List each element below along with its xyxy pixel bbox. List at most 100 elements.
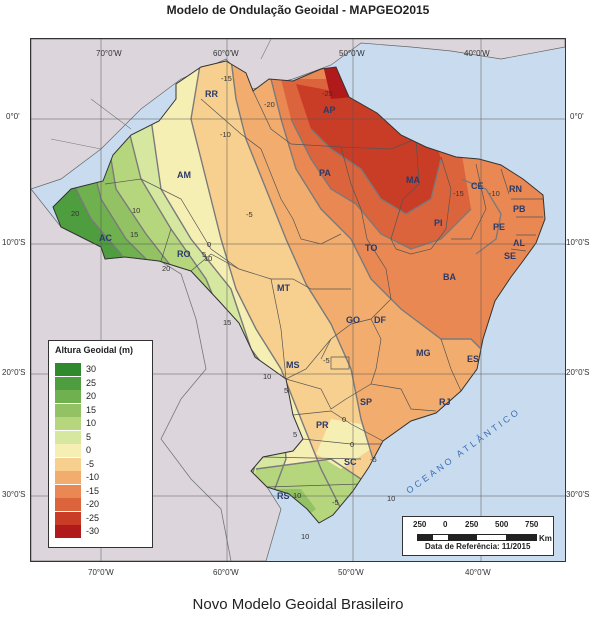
- state-label: MG: [416, 348, 431, 358]
- contour-label: 10: [263, 372, 271, 381]
- contour-label: -5: [370, 455, 377, 464]
- scale-bar-graphic: [417, 534, 537, 541]
- contour-label: -5: [323, 356, 330, 365]
- state-label: GO: [346, 315, 360, 325]
- state-label: RR: [205, 89, 218, 99]
- contour-label: -5: [246, 210, 253, 219]
- contour-label: 10: [204, 254, 212, 263]
- legend-swatch: [55, 363, 81, 376]
- contour-label: -10: [220, 130, 231, 139]
- scale-bar: 250 0 250 500 750 Km Data de Referência:…: [402, 516, 554, 556]
- state-label: SC: [344, 457, 357, 467]
- state-label: MT: [277, 283, 290, 293]
- legend-swatch: [55, 390, 81, 403]
- legend-label: -10: [86, 472, 100, 482]
- lon-label-top: 60°0'W: [213, 49, 239, 58]
- legend-label: -15: [86, 485, 100, 496]
- state-label: MA: [406, 175, 420, 185]
- lon-label-bottom: 60°0'W: [213, 568, 239, 577]
- legend-label: -30: [86, 526, 100, 536]
- lon-label-bottom: 40°0'W: [465, 568, 491, 577]
- state-label: AC: [99, 233, 112, 243]
- contour-label: 0: [342, 415, 346, 424]
- contour-label: 15: [130, 230, 138, 239]
- lat-label-left: 20°0'S: [2, 368, 26, 377]
- legend-swatch: [55, 498, 81, 511]
- contour-label: -10: [489, 189, 500, 198]
- state-label: PR: [316, 420, 329, 430]
- contour-label: 10: [301, 532, 309, 541]
- legend-label: 15: [86, 404, 97, 415]
- lon-label-top: 40°0'W: [464, 49, 490, 58]
- contour-label: -25: [322, 89, 333, 98]
- legend-title: Altura Geoidal (m): [55, 345, 134, 355]
- state-label: PA: [319, 168, 331, 178]
- map-title: Modelo de Ondulação Geoidal - MAPGEO2015: [166, 3, 430, 17]
- legend-swatch: [55, 430, 81, 444]
- state-label: ES: [467, 354, 479, 364]
- contour-label: 10: [387, 494, 395, 503]
- legend-label: -25: [86, 512, 100, 523]
- scale-label: 750: [525, 520, 539, 529]
- legend-swatch: [55, 417, 81, 430]
- scale-unit: Km: [539, 534, 552, 543]
- state-label: RN: [509, 184, 522, 194]
- contour-label: 10: [293, 491, 301, 500]
- legend-label: 10: [86, 418, 97, 428]
- state-labels: RR AP AM PA MA CE RN PB PE AL SE PI AC R…: [99, 89, 526, 501]
- scale-label: 250: [465, 520, 479, 529]
- legend-label: -20: [86, 499, 100, 509]
- lat-label-left: 0°0': [6, 112, 20, 121]
- contour-label: 0: [207, 240, 211, 249]
- state-label: PI: [434, 218, 443, 228]
- legend-swatch: [55, 376, 81, 390]
- legend-label: 25: [86, 377, 97, 388]
- legend-label: 20: [86, 391, 97, 401]
- state-label: RO: [177, 249, 191, 259]
- state-label: DF: [374, 315, 386, 325]
- state-label: RS: [277, 491, 290, 501]
- legend-swatch: [55, 525, 81, 538]
- legend: Altura Geoidal (m) 30 25 20 15 10 5 0 -5 -10 -15 -…: [48, 340, 153, 548]
- legend-swatch: [55, 511, 81, 525]
- ocean-label: OCEANO ATLÂNTICO: [404, 406, 522, 496]
- contour-label: -20: [264, 100, 275, 109]
- neighbor-borders: [140, 248, 232, 561]
- legend-label: 5: [86, 431, 92, 442]
- contour-label: 20: [162, 264, 170, 273]
- state-label: AP: [323, 105, 336, 115]
- lon-label-bottom: 50°0'W: [338, 568, 364, 577]
- state-label: RJ: [439, 397, 451, 407]
- state-label: MS: [286, 360, 300, 370]
- lat-label-right: 10°0'S: [566, 238, 590, 247]
- legend-swatch: [55, 403, 81, 417]
- lat-label-right: 30°0'S: [566, 490, 590, 499]
- state-label: PE: [493, 222, 505, 232]
- lat-label-right: 0°0': [570, 112, 584, 121]
- legend-swatch: [55, 484, 81, 498]
- legend-swatch: [55, 457, 81, 471]
- reference-date: Data de Referência: 11/2015: [425, 542, 531, 551]
- contour-label: -15: [221, 74, 232, 83]
- lon-label-top: 50°0'W: [339, 49, 365, 58]
- contour-label: 20: [71, 209, 79, 218]
- state-label: CE: [471, 181, 484, 191]
- brazil-outline: [52, 60, 546, 524]
- contour-labels: -15 -25 -20 -10 -15 -10 -5 0 5 10 15 20 …: [71, 74, 500, 541]
- contour-label: -15: [453, 189, 464, 198]
- neighbor-north: [31, 39, 565, 190]
- contour-label: 5: [284, 386, 288, 395]
- state-label: AL: [513, 238, 525, 248]
- state-label: PB: [513, 204, 526, 214]
- legend-label: 30: [86, 364, 97, 374]
- lat-label-left: 10°0'S: [2, 238, 26, 247]
- lon-label-bottom: 70°0'W: [88, 568, 114, 577]
- legend-label: 0: [86, 445, 92, 455]
- legend-swatch: [55, 471, 81, 484]
- scale-label: 0: [443, 520, 448, 529]
- scale-label: 250: [413, 520, 427, 529]
- state-label: TO: [365, 243, 377, 253]
- state-label: SP: [360, 397, 372, 407]
- lat-label-right: 20°0'S: [566, 368, 590, 377]
- state-borders: [104, 90, 543, 488]
